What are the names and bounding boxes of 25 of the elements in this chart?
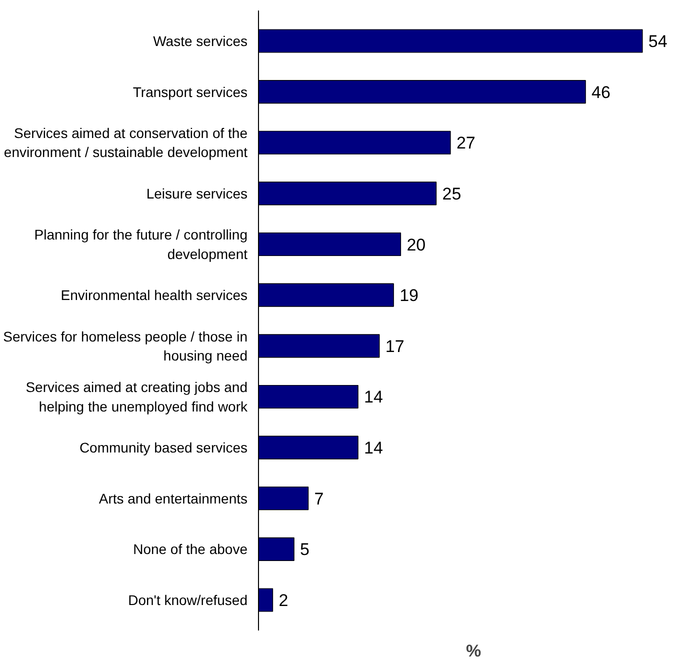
- data-label: 7: [314, 489, 324, 508]
- y-tick-label: None of the above: [133, 541, 248, 558]
- y-tick-label: Waste services: [153, 32, 248, 49]
- data-label: 2: [278, 591, 288, 610]
- data-label: 46: [592, 82, 610, 102]
- data-label: 5: [300, 540, 310, 560]
- y-tick-label: Services for homeless people / those in housing need: [3, 328, 248, 364]
- data-label: 20: [406, 235, 426, 254]
- y-tick-label: Arts and entertainments: [98, 490, 248, 506]
- y-tick-label: Environmental health services: [60, 287, 248, 304]
- data-label: 27: [456, 134, 476, 153]
- x-axis-title: %: [466, 642, 482, 660]
- y-tick-label: Services aimed at creating jobs and helping the unemployed find work: [26, 379, 248, 414]
- data-label: 25: [442, 184, 462, 204]
- data-label: 19: [400, 286, 419, 306]
- y-tick-label: Services aimed at conservation of the environment / sustainable development: [4, 125, 248, 160]
- y-tick-label: Planning for the future / controlling development: [34, 226, 248, 262]
- data-label: 17: [385, 336, 404, 356]
- y-tick-label: Transport services: [132, 84, 248, 100]
- data-label: 54: [648, 32, 668, 51]
- y-tick-label: Community based services: [79, 440, 248, 456]
- data-label: 14: [364, 388, 383, 407]
- y-tick-label: Leisure services: [146, 185, 248, 202]
- y-tick-label: Don't know/refused: [128, 592, 248, 608]
- data-label: 14: [364, 438, 383, 458]
